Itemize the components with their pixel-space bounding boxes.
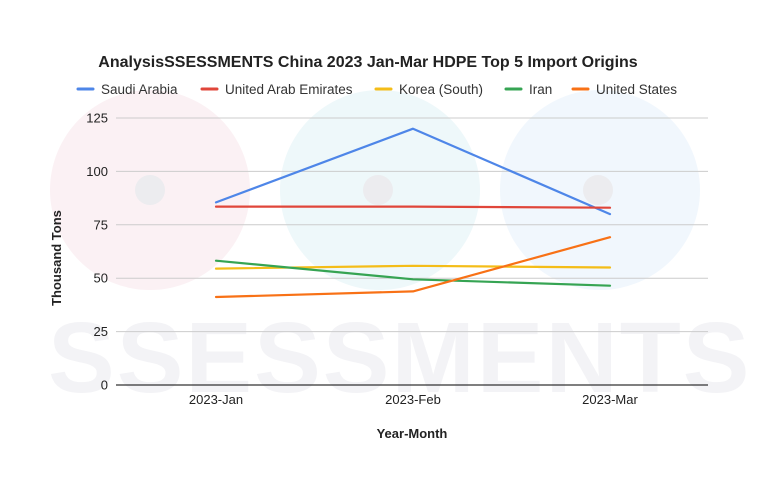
y-tick-label: 100 [86,164,108,179]
y-axis-label: Thousand Tons [49,210,64,306]
legend-item: Iran [504,82,552,97]
series-lines [214,127,612,299]
legend: Saudi Arabia United Arab Emirates Korea (S… [76,82,677,97]
x-tick-label: 2023-Jan [189,392,243,407]
y-tick-label: 75 [94,217,108,232]
y-tick-label: 50 [94,271,108,286]
legend-label: United States [596,82,677,97]
legend-item: Korea (South) [374,82,483,97]
y-axis-ticks: 0 25 50 75 100 125 [86,111,108,393]
y-tick-label: 125 [86,111,108,126]
x-tick-label: 2023-Feb [385,392,441,407]
legend-item: Saudi Arabia [76,82,178,97]
legend-label: Iran [529,82,552,97]
legend-label: Saudi Arabia [101,82,178,97]
x-axis-label: Year-Month [377,426,448,441]
legend-item: United States [571,82,677,97]
legend-label: Korea (South) [399,82,483,97]
watermark-dot-left [135,175,165,205]
series-line-united-arab-emirates [214,205,612,209]
y-tick-label: 25 [94,324,108,339]
gridlines [116,117,708,386]
x-axis-ticks: 2023-Jan 2023-Feb 2023-Mar [189,392,639,407]
series-line-iran [214,259,612,287]
x-tick-label: 2023-Mar [582,392,638,407]
series-line-saudi-arabia [214,127,612,216]
watermark-dot-middle [363,175,393,205]
watermark-dot-right [583,175,613,205]
watermark: SSESSMENTS [48,90,752,414]
series-line-united-states [214,236,612,299]
watermark-text: SSESSMENTS [48,302,752,414]
legend-label: United Arab Emirates [225,82,353,97]
y-tick-label: 0 [101,378,108,393]
chart-title: AnalysisSSESSMENTS China 2023 Jan-Mar HD… [98,54,637,71]
legend-item: United Arab Emirates [200,82,353,97]
